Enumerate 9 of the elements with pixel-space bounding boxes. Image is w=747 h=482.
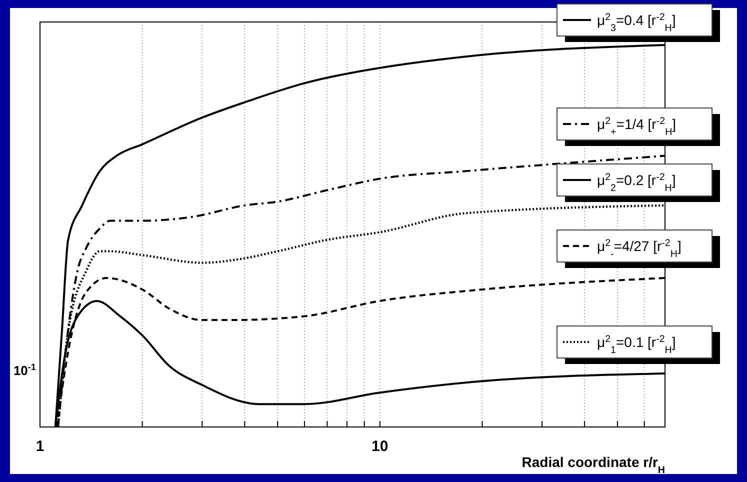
x-tick-label: 10 [372,438,388,455]
x-tick-label: 1 [36,438,44,455]
legend-label: μ$^{2}$$_{2}$=0.2 [r$^{-2}$$_{H}$] [597,172,676,194]
text: 10$^{-1}$ [13,362,36,378]
legend-label: μ$^{2}$$_{+}$=1/4 [r$^{-2}$$_{H}$] [597,116,676,138]
legend-label: μ$^{2}$$_{-}$=4/27 [r$^{-2}$$_{H}$] [597,238,682,260]
legend-label: μ$^{2}$$_{3}$=0.4 [r$^{-2}$$_{H}$] [597,12,676,34]
legend-label: μ$^{2}$$_{1}$=0.1 [r$^{-2}$$_{H}$] [597,334,676,356]
x-axis-title: Radial coordinate r/r$_{H}$ [522,454,665,476]
